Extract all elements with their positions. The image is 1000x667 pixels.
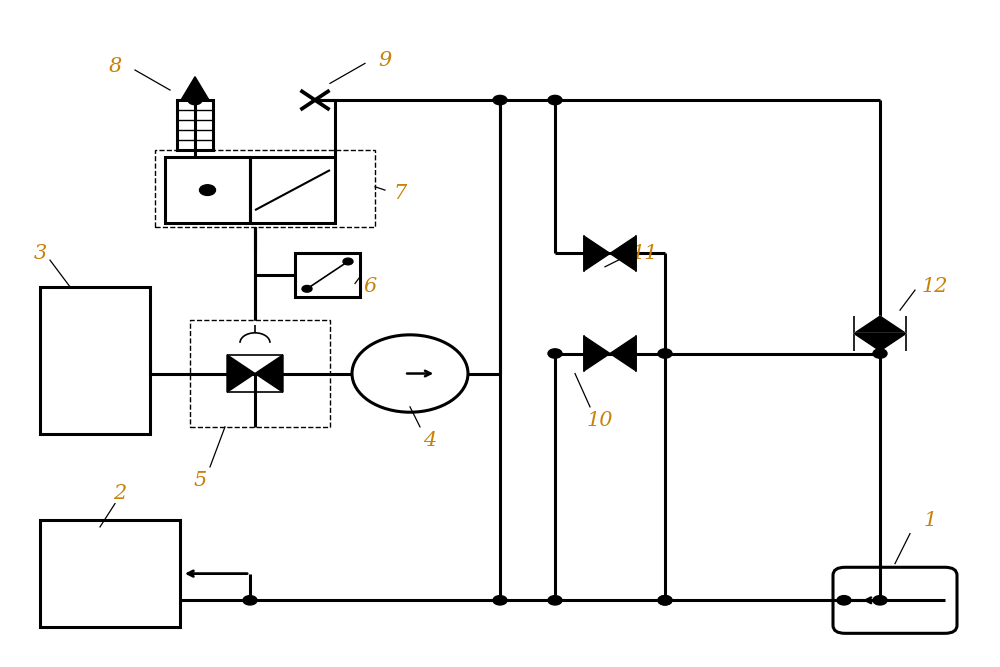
Circle shape bbox=[658, 596, 672, 605]
Circle shape bbox=[873, 596, 887, 605]
Circle shape bbox=[200, 185, 216, 195]
Circle shape bbox=[658, 349, 672, 358]
Circle shape bbox=[548, 596, 562, 605]
Polygon shape bbox=[854, 316, 906, 334]
Text: 9: 9 bbox=[378, 51, 392, 69]
Polygon shape bbox=[584, 336, 610, 371]
Text: 2: 2 bbox=[113, 484, 127, 503]
Circle shape bbox=[873, 349, 887, 358]
Bar bbox=[295, 253, 360, 297]
Text: 3: 3 bbox=[33, 244, 47, 263]
Circle shape bbox=[188, 95, 202, 105]
Circle shape bbox=[493, 596, 507, 605]
Polygon shape bbox=[181, 77, 209, 100]
Text: 6: 6 bbox=[363, 277, 377, 296]
Text: 1: 1 bbox=[923, 511, 937, 530]
Polygon shape bbox=[610, 236, 636, 271]
Circle shape bbox=[658, 596, 672, 605]
Text: 10: 10 bbox=[587, 411, 613, 430]
Text: 8: 8 bbox=[108, 57, 122, 76]
Circle shape bbox=[302, 285, 312, 292]
Polygon shape bbox=[584, 236, 610, 271]
Bar bbox=[177, 100, 213, 150]
Bar bbox=[250, 157, 335, 223]
Bar bbox=[40, 520, 180, 627]
Bar bbox=[40, 287, 150, 434]
Circle shape bbox=[548, 349, 562, 358]
Circle shape bbox=[343, 258, 353, 265]
Text: 12: 12 bbox=[922, 277, 948, 296]
Circle shape bbox=[837, 596, 851, 605]
Polygon shape bbox=[854, 334, 906, 351]
Polygon shape bbox=[854, 334, 906, 351]
Polygon shape bbox=[854, 316, 906, 334]
Circle shape bbox=[243, 596, 257, 605]
Text: 4: 4 bbox=[423, 431, 437, 450]
Text: 11: 11 bbox=[632, 244, 658, 263]
Bar bbox=[165, 157, 250, 223]
Circle shape bbox=[548, 95, 562, 105]
Text: 7: 7 bbox=[393, 184, 407, 203]
Text: 5: 5 bbox=[193, 471, 207, 490]
Polygon shape bbox=[255, 355, 283, 392]
Circle shape bbox=[493, 95, 507, 105]
Polygon shape bbox=[610, 336, 636, 371]
Bar bbox=[155, 150, 375, 227]
Bar bbox=[190, 320, 330, 427]
Polygon shape bbox=[227, 355, 255, 392]
